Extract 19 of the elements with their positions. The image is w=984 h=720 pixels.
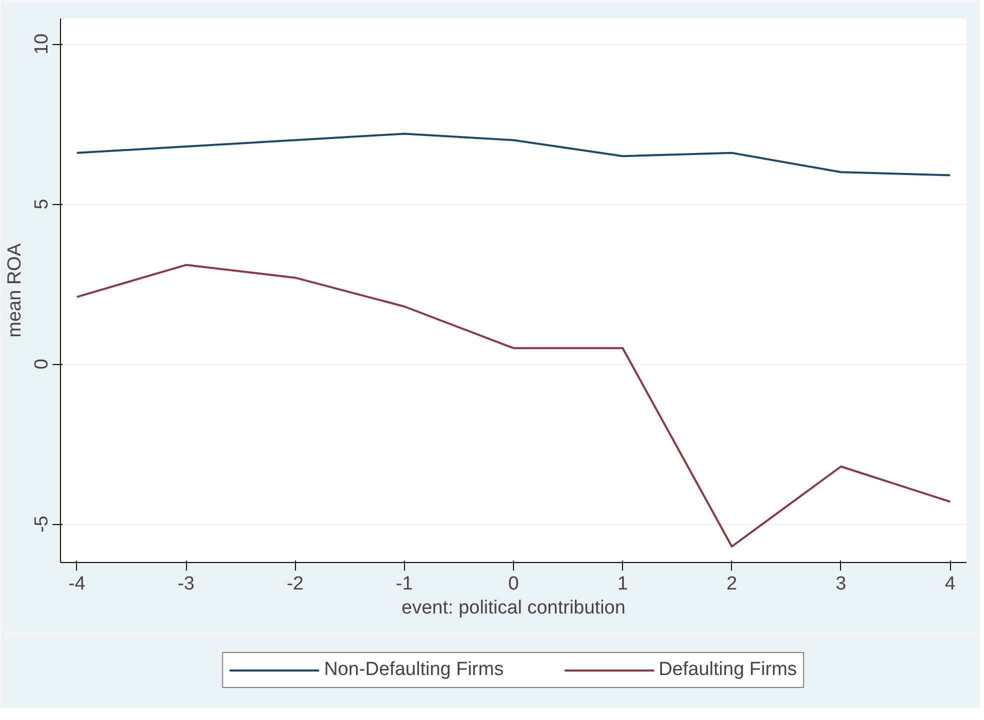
legend-label: Non-Defaulting Firms xyxy=(324,659,504,681)
x-tick-label: 3 xyxy=(836,574,846,594)
x-tick-label: 0 xyxy=(508,574,519,594)
y-tick-label: -5 xyxy=(32,516,52,533)
x-tick-label: -3 xyxy=(178,574,194,594)
x-axis-title: event: political contribution xyxy=(402,598,626,618)
line-series xyxy=(76,264,952,548)
y-tick-label: 5 xyxy=(32,198,52,210)
y-axis-title: mean ROA xyxy=(4,243,26,338)
y-tick-label: 0 xyxy=(32,358,52,370)
x-tick-label: 1 xyxy=(617,574,628,594)
y-tick-label: 10 xyxy=(32,34,52,55)
x-tick-label: 2 xyxy=(726,574,738,594)
x-tick-label: 4 xyxy=(944,574,956,594)
line-series xyxy=(76,132,952,176)
x-tick-label: -2 xyxy=(286,574,304,594)
x-tick-label: -4 xyxy=(68,574,86,594)
legend-label: Defaulting Firms xyxy=(658,659,797,681)
x-tick-label: -1 xyxy=(396,574,413,594)
